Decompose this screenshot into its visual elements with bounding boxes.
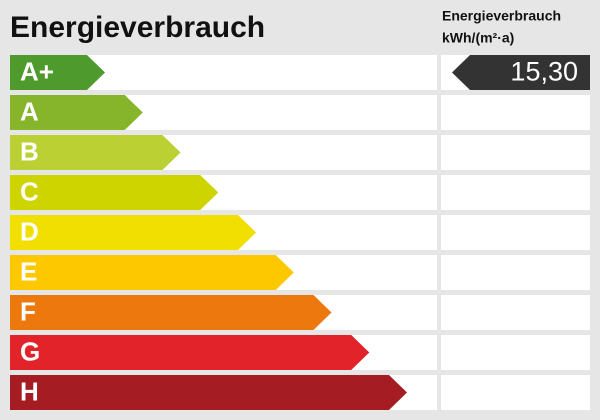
class-arrow: [10, 95, 143, 130]
class-arrow: [10, 295, 332, 330]
class-label: A+: [20, 56, 54, 86]
unit: kWh/(m²·a): [442, 30, 514, 46]
indicator-value: 15,30: [510, 57, 578, 87]
class-arrow: [10, 375, 407, 410]
value-panel: [441, 135, 590, 170]
class-arrow: [10, 55, 105, 90]
value-panel: [441, 375, 590, 410]
class-label: H: [20, 376, 39, 406]
value-panel: [441, 295, 590, 330]
class-label: D: [20, 216, 39, 246]
unit-title: Energieverbrauch: [442, 8, 561, 24]
class-label: F: [20, 296, 36, 326]
value-panel: [441, 255, 590, 290]
value-panel: [441, 95, 590, 130]
class-arrow: [10, 255, 294, 290]
class-label: G: [20, 336, 40, 366]
value-panel: [441, 175, 590, 210]
value-panel: [441, 335, 590, 370]
title: Energieverbrauch: [10, 11, 265, 44]
class-arrow: [10, 175, 219, 210]
class-label: C: [20, 176, 39, 206]
class-label: A: [20, 96, 39, 126]
class-label: B: [20, 136, 39, 166]
class-arrow: [10, 335, 370, 370]
class-arrow: [10, 215, 256, 250]
class-label: E: [20, 256, 37, 286]
indicator-arrow: [452, 55, 590, 90]
class-arrow: [10, 135, 181, 170]
value-panel: [441, 215, 590, 250]
